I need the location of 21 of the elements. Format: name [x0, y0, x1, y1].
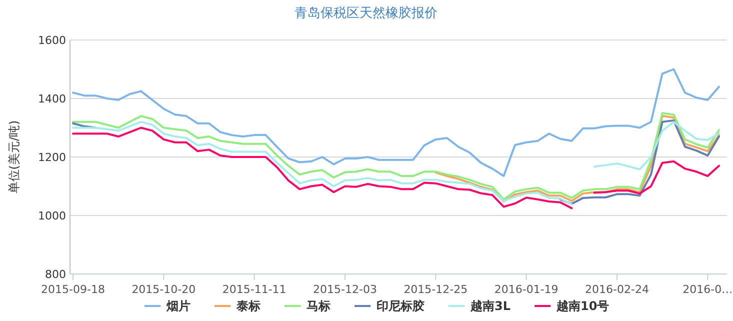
legend-label: 越南10号: [556, 299, 610, 313]
legend-label: 越南3L: [470, 299, 511, 313]
y-tick-label: 1400: [38, 92, 66, 106]
x-tick-label: 2015-11-11: [222, 283, 286, 296]
y-axis-title: 单位(美元/吨): [7, 120, 21, 194]
y-tick-label: 1200: [38, 151, 66, 164]
legend-label: 马标: [306, 299, 330, 313]
y-tick-label: 1600: [38, 34, 66, 47]
legend-label: 烟片: [166, 299, 190, 313]
x-tick-label: 2015-12-03: [313, 283, 377, 296]
y-tick-label: 800: [45, 268, 66, 281]
x-tick-label: 2016-02-24: [585, 283, 649, 296]
x-tick-label: 2015-09-18: [41, 283, 105, 296]
x-tick-label: 2016-0…: [682, 283, 733, 296]
y-tick-label: 1000: [38, 210, 66, 222]
chart-title: 青岛保税区天然橡胶报价: [294, 6, 438, 21]
x-tick-label: 2015-12-25: [404, 283, 468, 296]
legend-label: 泰标: [236, 299, 260, 313]
legend-label: 印尼标胶: [376, 299, 424, 313]
x-tick-label: 2015-10-20: [132, 283, 196, 296]
x-tick-label: 2016-01-19: [494, 283, 558, 296]
